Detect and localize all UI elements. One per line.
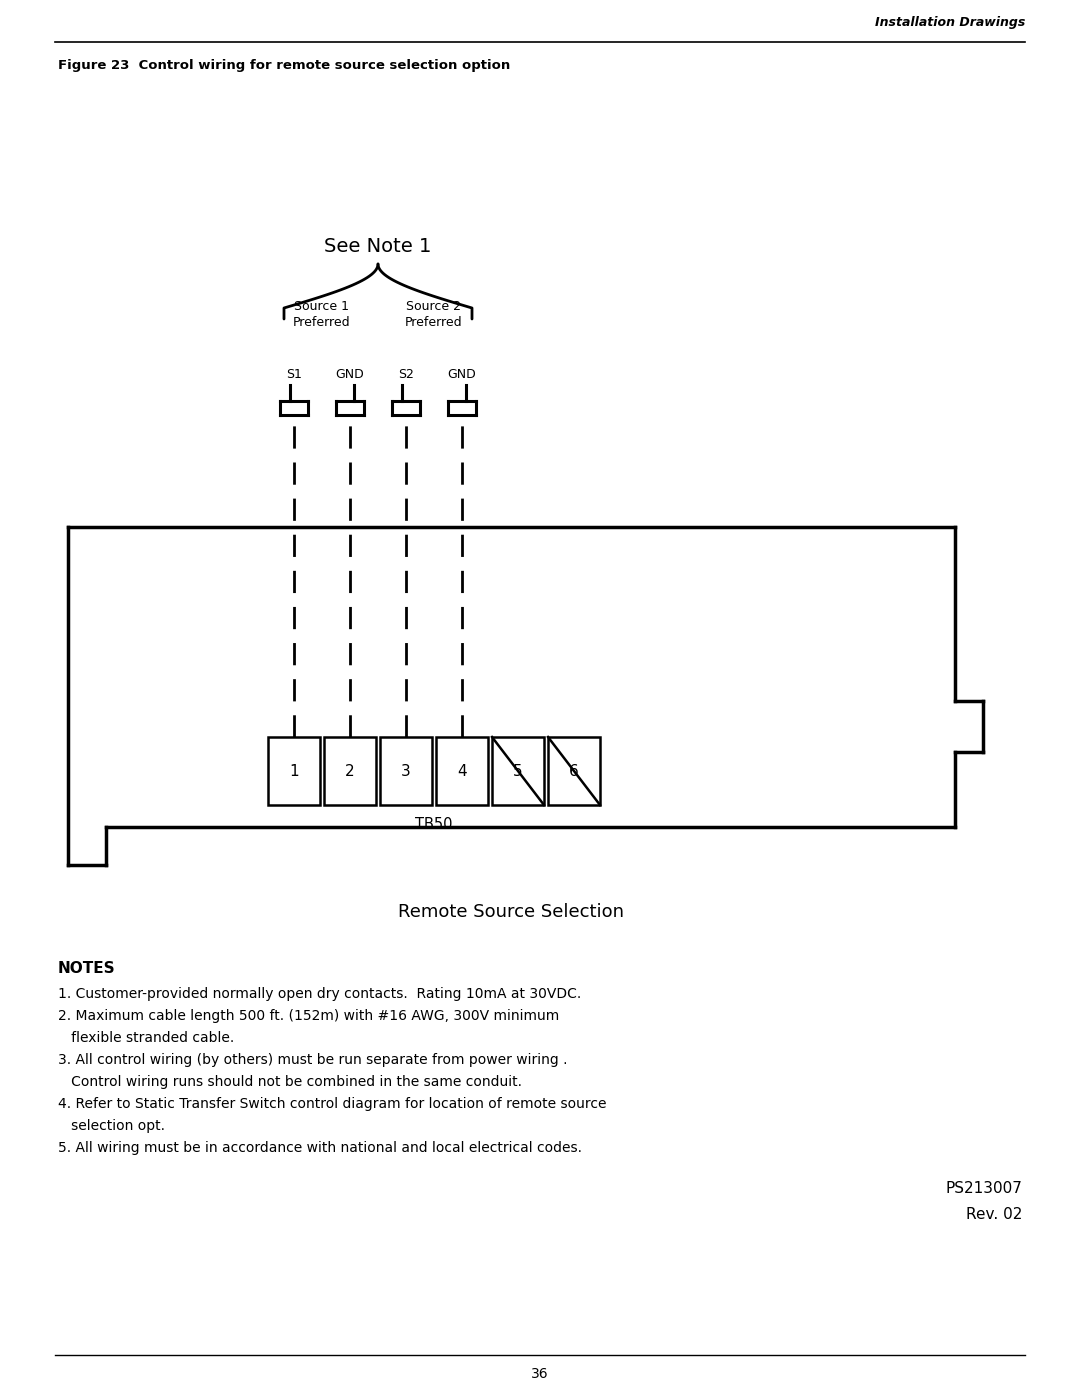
Bar <box>548 738 600 805</box>
Text: 4: 4 <box>457 764 467 778</box>
Bar <box>380 738 432 805</box>
Text: selection opt.: selection opt. <box>58 1119 165 1133</box>
Text: 1: 1 <box>289 764 299 778</box>
Text: Source 2
Preferred: Source 2 Preferred <box>405 300 463 330</box>
Text: 1. Customer-provided normally open dry contacts.  Rating 10mA at 30VDC.: 1. Customer-provided normally open dry c… <box>58 988 581 1002</box>
Text: Remote Source Selection: Remote Source Selection <box>399 902 624 921</box>
Text: NOTES: NOTES <box>58 961 116 977</box>
Bar <box>268 738 320 805</box>
Text: 6: 6 <box>569 764 579 778</box>
Text: Control wiring runs should not be combined in the same conduit.: Control wiring runs should not be combin… <box>58 1076 522 1090</box>
Text: 5: 5 <box>513 764 523 778</box>
Text: See Note 1: See Note 1 <box>324 237 432 256</box>
Text: PS213007: PS213007 <box>945 1180 1022 1196</box>
Bar <box>436 738 488 805</box>
Text: 3: 3 <box>401 764 410 778</box>
Text: GND: GND <box>447 367 476 381</box>
Text: 2: 2 <box>346 764 355 778</box>
Text: 2. Maximum cable length 500 ft. (152m) with #16 AWG, 300V minimum: 2. Maximum cable length 500 ft. (152m) w… <box>58 1009 559 1023</box>
Text: S1: S1 <box>286 367 302 381</box>
Text: 36: 36 <box>531 1368 549 1382</box>
Text: TB50: TB50 <box>415 817 453 833</box>
Text: Installation Drawings: Installation Drawings <box>875 15 1025 29</box>
Bar <box>492 738 544 805</box>
Text: 4. Refer to Static Transfer Switch control diagram for location of remote source: 4. Refer to Static Transfer Switch contr… <box>58 1097 607 1111</box>
Text: flexible stranded cable.: flexible stranded cable. <box>58 1031 234 1045</box>
Bar <box>324 738 376 805</box>
Text: GND: GND <box>336 367 364 381</box>
Text: Rev. 02: Rev. 02 <box>966 1207 1022 1222</box>
Text: 3. All control wiring (by others) must be run separate from power wiring .: 3. All control wiring (by others) must b… <box>58 1053 567 1067</box>
Text: Source 1
Preferred: Source 1 Preferred <box>293 300 351 330</box>
Text: S2: S2 <box>399 367 414 381</box>
Text: Figure 23  Control wiring for remote source selection option: Figure 23 Control wiring for remote sour… <box>58 59 510 73</box>
Text: 5. All wiring must be in accordance with national and local electrical codes.: 5. All wiring must be in accordance with… <box>58 1141 582 1155</box>
